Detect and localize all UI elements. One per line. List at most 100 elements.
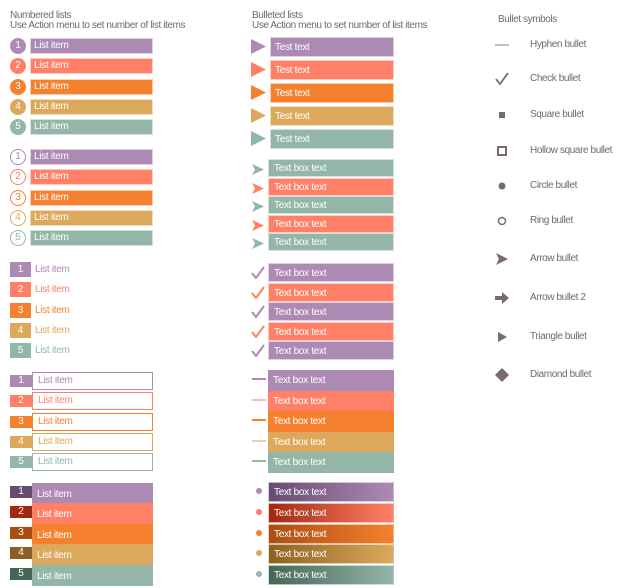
bullet-symbol-label: Arrow bullet xyxy=(530,253,578,264)
bullet-symbol-item[interactable]: Triangle bullet xyxy=(490,330,630,346)
list-item[interactable]: 3 List item xyxy=(0,302,160,319)
list-item-label: Text box text xyxy=(268,411,394,433)
list-item[interactable]: 3 List item xyxy=(0,78,160,95)
list-item[interactable]: 5 List item xyxy=(0,564,160,586)
list-item-label: List item xyxy=(30,230,153,247)
bullet-symbol-item[interactable]: Check bullet xyxy=(490,72,630,88)
list-item[interactable]: 1 List item xyxy=(0,483,160,504)
bullet-symbol-item[interactable]: Ring bullet xyxy=(490,214,630,230)
list-item[interactable]: 4 List item xyxy=(0,544,160,566)
list-item-label: List item xyxy=(35,304,70,316)
list-item-label: Text box text xyxy=(268,431,394,453)
list-item[interactable]: Text box text xyxy=(248,482,398,502)
list-item[interactable]: Text box text xyxy=(248,263,398,282)
list-item[interactable]: Test text xyxy=(248,83,398,103)
list-item[interactable]: 2 List item xyxy=(0,392,160,411)
number-badge: 2 xyxy=(10,169,26,186)
bullet-symbol-item[interactable]: Arrow bullet 2 xyxy=(490,291,630,307)
bullet-symbol-label: Hollow square bullet xyxy=(530,145,613,156)
list-item-label: List item xyxy=(32,564,153,586)
check-bullet-icon xyxy=(251,305,265,323)
list-item-label: Text box text xyxy=(268,321,394,341)
arrow-bullet-icon xyxy=(252,199,264,217)
list-item[interactable]: 5 List item xyxy=(0,230,160,247)
bullet-symbol-label: Triangle bullet xyxy=(530,331,587,342)
number-badge: 2 xyxy=(10,58,26,75)
list-item[interactable]: 4 List item xyxy=(0,98,160,115)
list-item[interactable]: 4 List item xyxy=(0,322,160,339)
list-item[interactable]: 5 List item xyxy=(0,343,160,359)
number-badge: 3 xyxy=(10,302,31,318)
list-item[interactable]: Text box text xyxy=(248,341,398,362)
list-item-label: Text box text xyxy=(268,370,394,391)
bullet-symbol-item[interactable]: Hollow square bullet xyxy=(490,144,630,160)
list-item[interactable]: Text box text xyxy=(248,196,398,217)
list-item[interactable]: Text box text xyxy=(248,177,398,196)
circle-bullet-icon xyxy=(256,508,262,515)
list-item[interactable]: Text box text xyxy=(248,390,398,412)
bullet-symbol-item[interactable]: Square bullet xyxy=(490,108,630,124)
list-item[interactable]: 2 List item xyxy=(0,282,160,298)
list-item-label: Text box text xyxy=(268,177,394,196)
list-item-label: Text box text xyxy=(268,263,394,282)
list-item[interactable]: 4 List item xyxy=(0,432,160,451)
list-item[interactable]: 5 List item xyxy=(0,119,160,136)
list-item[interactable]: 4 List item xyxy=(0,209,160,226)
list-item-label: List item xyxy=(30,209,153,226)
list-item[interactable]: 1 List item xyxy=(0,149,160,165)
list-item[interactable]: 2 List item xyxy=(0,58,160,75)
list-item[interactable]: 3 List item xyxy=(0,523,160,545)
circle-bullet-icon xyxy=(256,529,262,536)
square-icon xyxy=(495,108,509,127)
list-item[interactable]: Text box text xyxy=(248,233,398,252)
list-item[interactable]: Text box text xyxy=(248,370,398,391)
list-item[interactable]: 5 List item xyxy=(0,453,160,472)
bullet-symbol-item[interactable]: Arrow bullet xyxy=(490,252,630,268)
list-item[interactable]: Test text xyxy=(248,129,398,149)
bullet-symbol-item[interactable]: Circle bullet xyxy=(490,179,630,195)
triangle-bullet-icon xyxy=(251,62,266,82)
list-item[interactable]: Test text xyxy=(248,37,398,57)
list-item[interactable]: 1 List item xyxy=(0,372,160,390)
number-badge: 1 xyxy=(10,486,32,498)
bullet-symbol-item[interactable]: Hyphen bullet xyxy=(490,38,630,54)
list-item[interactable]: Test text xyxy=(248,106,398,126)
list-item[interactable]: Text box text xyxy=(248,565,398,586)
number-badge: 1 xyxy=(10,375,32,387)
list-item[interactable]: Text box text xyxy=(248,523,398,544)
list-item[interactable]: Text box text xyxy=(248,282,398,304)
list-item-label: Text box text xyxy=(268,233,394,252)
list-item[interactable]: Text box text xyxy=(248,452,398,474)
bullet-symbols-title: Bullet symbols xyxy=(498,14,557,25)
list-item[interactable]: 1 List item xyxy=(0,262,160,278)
list-item[interactable]: Text box text xyxy=(248,159,398,177)
list-item-label: Test text xyxy=(270,129,394,149)
list-item-label: Text box text xyxy=(268,159,394,177)
list-item[interactable]: Text box text xyxy=(248,214,398,233)
list-item[interactable]: 3 List item xyxy=(0,189,160,206)
list-item[interactable]: Text box text xyxy=(248,411,398,433)
bullet-symbol-item[interactable]: Diamond bullet xyxy=(490,368,630,384)
number-badge: 3 xyxy=(10,189,26,206)
list-item[interactable]: 1 List item xyxy=(0,38,160,54)
check-bullet-icon xyxy=(251,286,265,304)
list-item[interactable]: 2 List item xyxy=(0,169,160,186)
list-item-label: List item xyxy=(32,544,153,566)
list-item[interactable]: Text box text xyxy=(248,431,398,453)
list-item[interactable]: Text box text xyxy=(248,544,398,565)
hyphen-bullet-icon xyxy=(252,378,266,380)
check-bullet-icon xyxy=(251,344,265,362)
number-badge: 4 xyxy=(10,322,31,338)
list-item[interactable]: Test text xyxy=(248,60,398,80)
list-item[interactable]: 3 List item xyxy=(0,412,160,431)
hyphen-bullet-icon xyxy=(252,460,266,463)
list-item[interactable]: Text box text xyxy=(248,321,398,341)
number-badge: 2 xyxy=(10,395,32,408)
list-item-label: Test text xyxy=(270,106,394,126)
list-item[interactable]: Text box text xyxy=(248,502,398,523)
circle-bullet-icon xyxy=(256,571,262,578)
list-item-label: List item xyxy=(32,523,153,545)
list-item[interactable]: Text box text xyxy=(248,302,398,323)
list-item[interactable]: 2 List item xyxy=(0,503,160,525)
list-item-label: Test text xyxy=(270,60,394,80)
